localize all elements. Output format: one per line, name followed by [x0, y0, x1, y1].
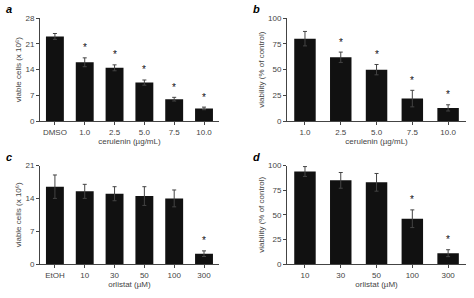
- svg-text:7: 7: [30, 91, 35, 100]
- svg-text:*: *: [375, 49, 379, 60]
- svg-text:*: *: [410, 194, 414, 205]
- svg-text:10.0: 10.0: [440, 128, 456, 137]
- svg-text:75: 75: [273, 40, 282, 49]
- svg-text:2.5: 2.5: [109, 128, 121, 137]
- svg-text:30: 30: [110, 271, 119, 280]
- svg-text:*: *: [339, 37, 343, 48]
- svg-text:0: 0: [277, 117, 282, 126]
- svg-text:EtOH: EtOH: [45, 271, 65, 280]
- svg-text:viable cells (x 10⁶): viable cells (x 10⁶): [14, 37, 23, 102]
- svg-text:100: 100: [406, 271, 420, 280]
- svg-text:28: 28: [25, 14, 34, 23]
- svg-text:*: *: [446, 234, 450, 245]
- svg-text:7: 7: [30, 227, 35, 236]
- svg-text:0: 0: [30, 260, 35, 269]
- svg-text:*: *: [202, 92, 206, 103]
- svg-text:0: 0: [277, 260, 282, 269]
- svg-text:5.0: 5.0: [371, 128, 383, 137]
- svg-text:50: 50: [372, 271, 381, 280]
- svg-text:21: 21: [25, 40, 34, 49]
- svg-text:2.5: 2.5: [335, 128, 347, 137]
- svg-text:100: 100: [168, 271, 182, 280]
- svg-text:*: *: [142, 64, 146, 75]
- svg-text:50: 50: [140, 271, 149, 280]
- svg-text:c: c: [6, 151, 12, 163]
- svg-text:5.0: 5.0: [139, 128, 151, 137]
- svg-text:orlistat (µM): orlistat (µM): [355, 280, 398, 289]
- svg-text:viability (% of control): viability (% of control): [257, 176, 266, 252]
- svg-text:b: b: [253, 3, 260, 15]
- svg-text:75: 75: [273, 186, 282, 195]
- svg-text:300: 300: [197, 271, 211, 280]
- svg-text:d: d: [253, 151, 260, 163]
- svg-text:10: 10: [301, 271, 310, 280]
- svg-text:cerulenin (µg/mL): cerulenin (µg/mL): [98, 137, 161, 146]
- svg-text:0: 0: [30, 117, 35, 126]
- svg-text:*: *: [83, 42, 87, 53]
- svg-text:7.5: 7.5: [407, 128, 419, 137]
- svg-text:1.0: 1.0: [79, 128, 91, 137]
- svg-text:10: 10: [80, 271, 89, 280]
- svg-text:a: a: [6, 3, 12, 15]
- svg-text:300: 300: [441, 271, 455, 280]
- svg-text:viability (% of control): viability (% of control): [257, 31, 266, 107]
- svg-text:*: *: [172, 82, 176, 93]
- svg-text:cerulenin (µg/mL): cerulenin (µg/mL): [345, 137, 408, 146]
- svg-text:14: 14: [25, 194, 34, 203]
- svg-text:viable cells (x 10⁶): viable cells (x 10⁶): [14, 182, 23, 247]
- svg-text:25: 25: [273, 91, 282, 100]
- svg-text:100: 100: [268, 14, 282, 23]
- svg-text:1.0: 1.0: [299, 128, 311, 137]
- svg-text:25: 25: [273, 235, 282, 244]
- svg-text:100: 100: [268, 161, 282, 170]
- svg-text:7.5: 7.5: [169, 128, 181, 137]
- svg-text:21: 21: [25, 161, 34, 170]
- svg-text:*: *: [446, 89, 450, 100]
- svg-text:DMSO: DMSO: [43, 128, 67, 137]
- svg-text:*: *: [113, 49, 117, 60]
- svg-text:*: *: [202, 235, 206, 246]
- svg-text:*: *: [410, 75, 414, 86]
- svg-text:50: 50: [273, 65, 282, 74]
- svg-text:50: 50: [273, 211, 282, 220]
- svg-text:orlistat (µM): orlistat (µM): [108, 280, 151, 289]
- svg-text:10.0: 10.0: [196, 128, 212, 137]
- svg-text:30: 30: [336, 271, 345, 280]
- svg-text:14: 14: [25, 65, 34, 74]
